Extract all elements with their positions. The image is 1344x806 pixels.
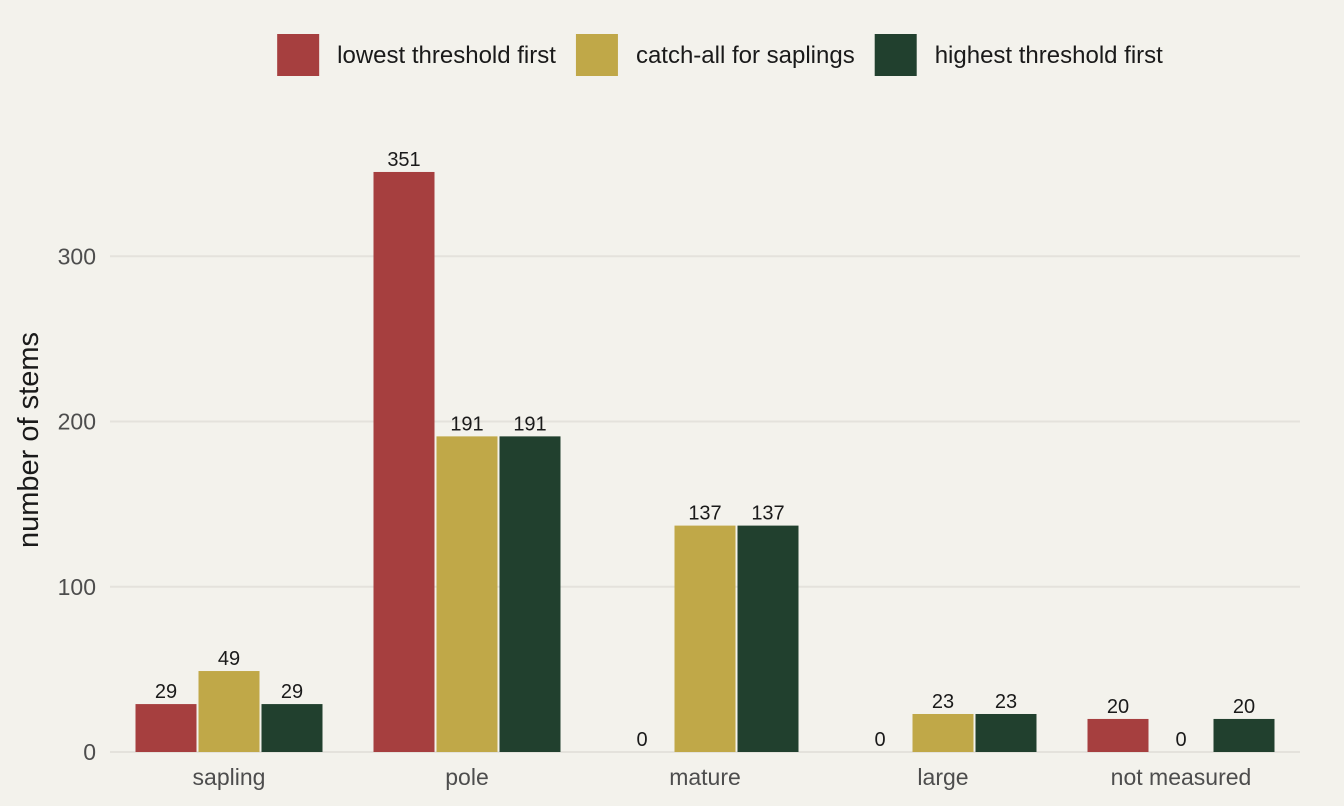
bar-pole-1 [373, 171, 435, 752]
data-label: 191 [513, 413, 546, 435]
x-tick-label: mature [669, 764, 741, 790]
data-label: 23 [932, 691, 954, 713]
y-tick-label: 100 [58, 574, 96, 600]
bar-sapling-2 [198, 671, 260, 752]
y-tick-label: 0 [83, 739, 96, 765]
data-label: 20 [1107, 696, 1129, 718]
data-label: 351 [387, 149, 420, 171]
data-label: 137 [688, 503, 721, 525]
x-tick-label: sapling [193, 764, 266, 790]
bar-sapling-1 [135, 704, 197, 752]
bar-large-2 [912, 713, 974, 752]
y-axis-label: number of stems [13, 332, 45, 548]
data-label: 0 [636, 729, 647, 751]
x-tick-label: not measured [1111, 764, 1252, 790]
legend-swatch [874, 34, 917, 76]
x-tick-label: pole [445, 764, 488, 790]
bar-mature-3 [737, 525, 799, 752]
legend-label: lowest threshold first [337, 42, 556, 69]
data-label: 29 [281, 681, 303, 703]
legend-label: highest threshold first [935, 42, 1163, 69]
legend-swatch [575, 34, 618, 76]
bar-not-measured-1 [1087, 718, 1149, 752]
bar-pole-3 [499, 436, 561, 752]
bar-sapling-3 [261, 704, 323, 752]
bar-mature-2 [674, 525, 736, 752]
y-axis: 0 100 200 300 [58, 243, 96, 765]
data-label: 191 [450, 413, 483, 435]
data-label: 23 [995, 691, 1017, 713]
legend: lowest threshold first catch-all for sapl… [277, 34, 1163, 76]
bar-large-3 [975, 713, 1037, 752]
x-tick-label: large [917, 764, 968, 790]
bar-not-measured-3 [1213, 718, 1275, 752]
data-label: 20 [1233, 696, 1255, 718]
data-label: 0 [1175, 729, 1186, 751]
x-axis: sapling pole mature large not measured [193, 764, 1252, 790]
bars: 29 49 29 351 191 191 0 137 137 0 23 23 20 0 20 [135, 149, 1275, 752]
y-tick-label: 300 [58, 243, 96, 269]
y-tick-label: 200 [58, 409, 96, 435]
data-label: 49 [218, 648, 240, 670]
data-label: 29 [155, 681, 177, 703]
data-label: 137 [751, 503, 784, 525]
legend-swatch [277, 34, 320, 76]
data-label: 0 [874, 729, 885, 751]
legend-label: catch-all for saplings [636, 42, 855, 69]
bar-pole-2 [436, 436, 498, 752]
